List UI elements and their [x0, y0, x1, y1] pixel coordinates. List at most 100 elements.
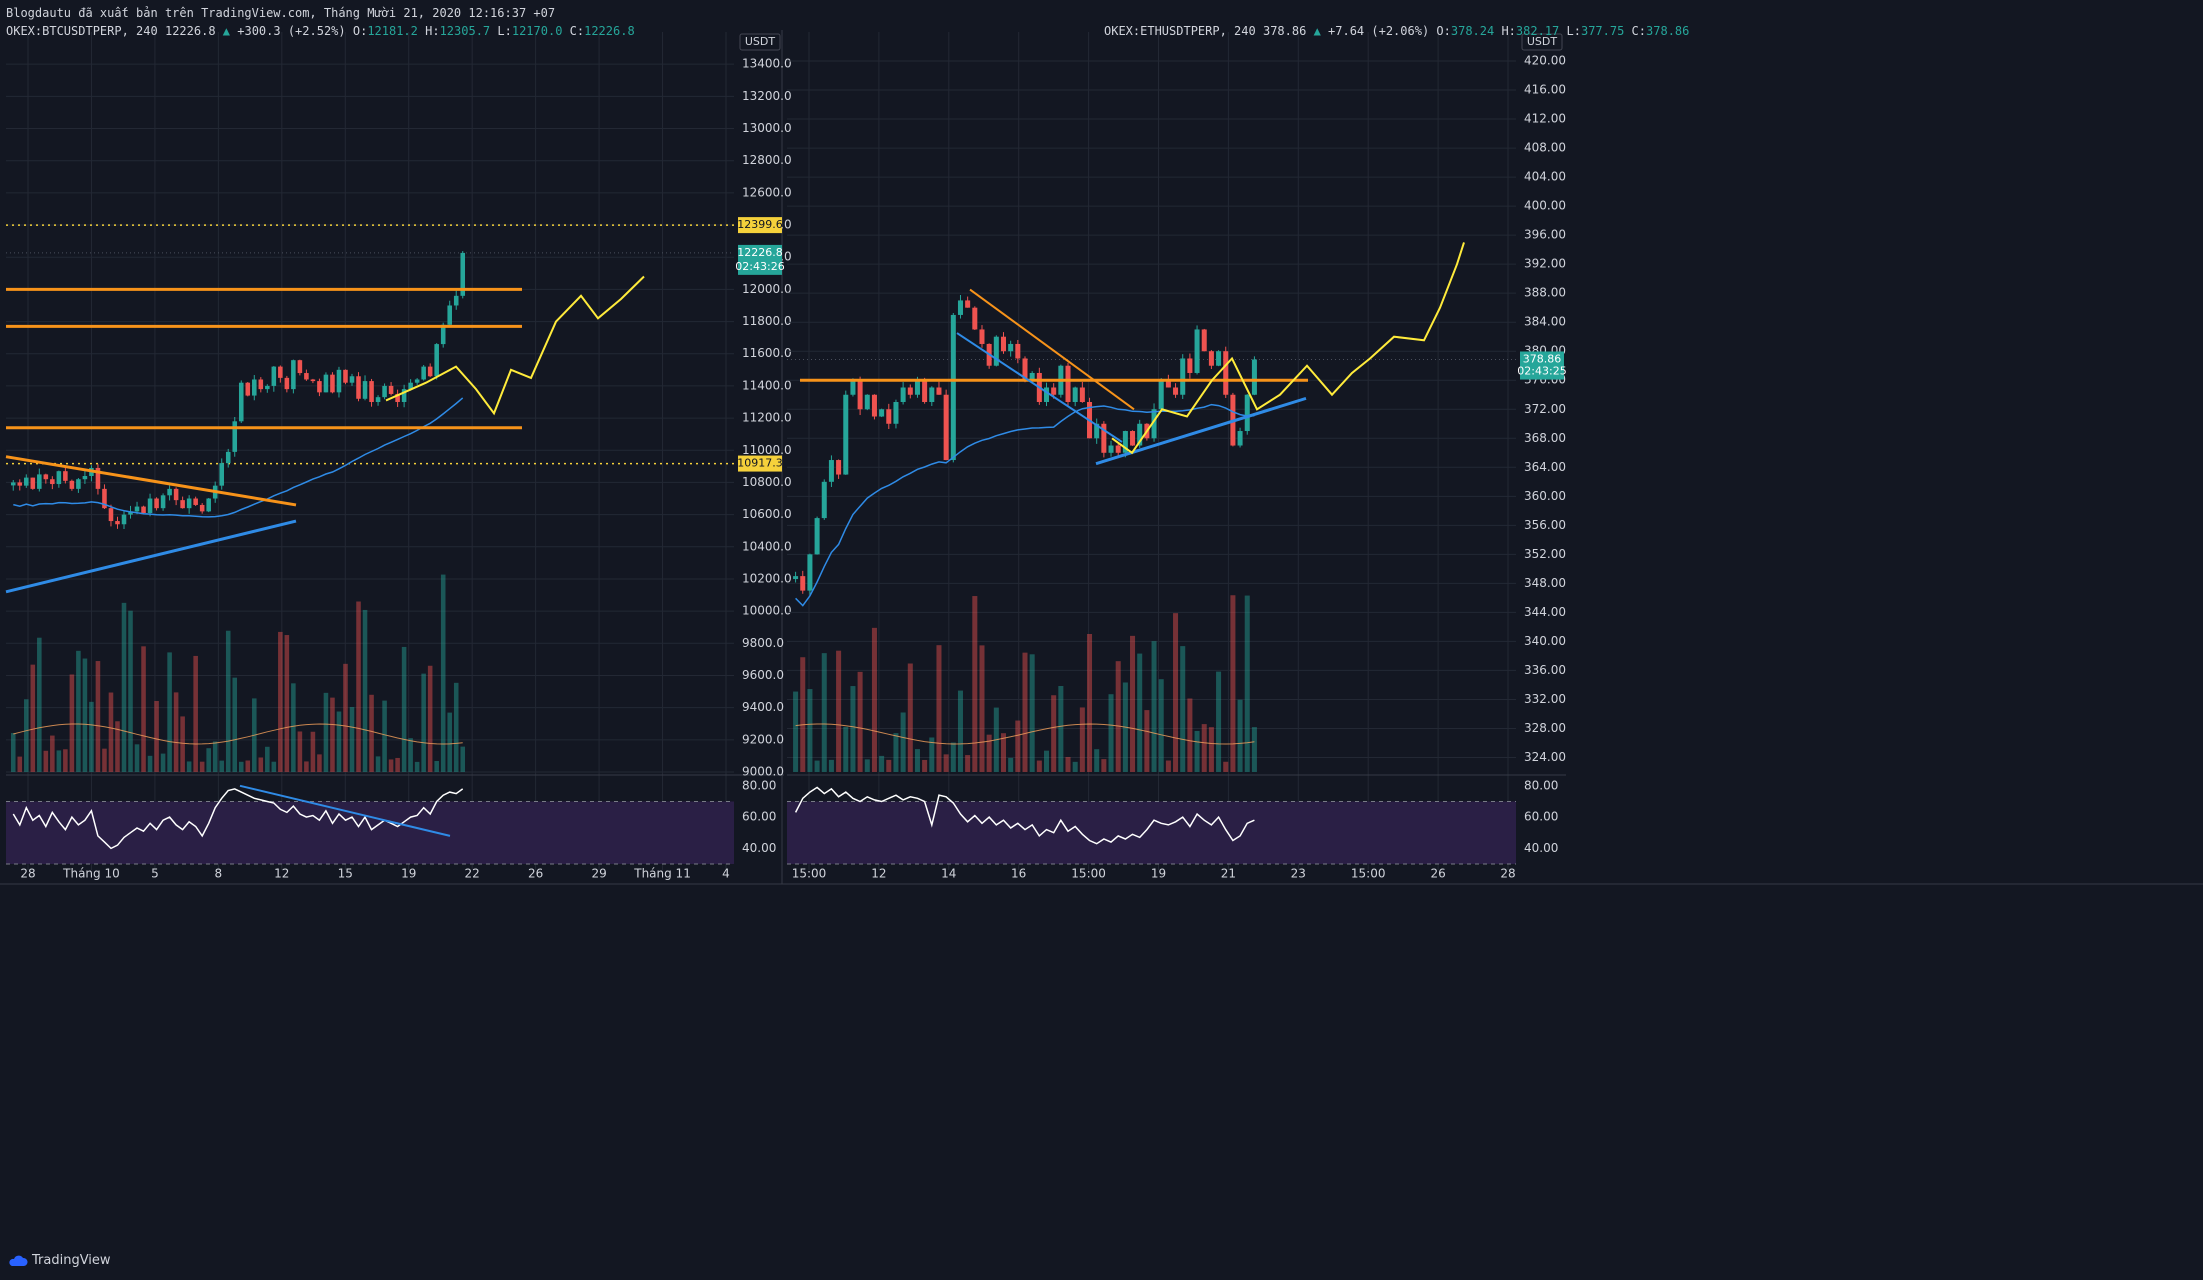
eth-candle-body [993, 336, 999, 366]
eth-candle-body [1208, 351, 1214, 366]
eth-candle-body [1244, 394, 1250, 432]
eth-candle-body [893, 402, 899, 424]
btc-volume-bar [265, 746, 270, 772]
btc-low: 12170.0 [511, 24, 563, 38]
eth-candle-body [1180, 358, 1186, 395]
btc-candle-body [401, 389, 407, 402]
eth-volume-bar [857, 671, 863, 772]
eth-volume-bar [1094, 749, 1100, 772]
btc-rsi-tick-label: 40.00 [742, 841, 776, 855]
eth-candle-body [929, 387, 935, 402]
btc-candle-body [134, 506, 140, 512]
eth-volume-bar [1244, 595, 1250, 772]
eth-candle-body [1094, 423, 1100, 439]
btc-volume-bar [388, 759, 394, 772]
btc-y-tick-label: 13000.0 [742, 121, 792, 135]
btc-rsi-tick-label: 60.00 [742, 810, 776, 824]
eth-candle-body [1072, 387, 1078, 402]
eth-interval: 240 [1234, 24, 1256, 38]
eth-candle-body [843, 394, 849, 475]
btc-candle-body [447, 305, 452, 325]
btc-price-tag [738, 258, 782, 275]
btc-volume-bar [147, 755, 153, 772]
tradingview-logo[interactable]: TradingView [8, 1253, 111, 1268]
btc-volume-bar [232, 677, 238, 772]
eth-volume-bar [1008, 757, 1014, 772]
eth-volume-bar [1108, 694, 1114, 772]
eth-y-tick-label: 324.00 [1524, 750, 1566, 764]
btc-candle-body [356, 376, 361, 399]
eth-candle-body [950, 314, 956, 461]
btc-volume-bar [17, 756, 23, 772]
btc-candle-body [199, 504, 205, 512]
btc-candle-body [219, 463, 224, 486]
eth-y-tick-label: 420.00 [1524, 54, 1566, 68]
eth-volume-bar [828, 759, 834, 772]
btc-volume-bar [225, 630, 231, 772]
btc-x-tick-label: 26 [528, 867, 543, 881]
eth-candle-body [943, 394, 949, 461]
btc-volume-bar [427, 665, 433, 772]
btc-price-tag-label: 12399.6 [737, 218, 783, 231]
btc-volume-bar [369, 694, 374, 772]
btc-rsi-divergence-line [239, 784, 451, 837]
btc-volume-bar [219, 760, 224, 772]
eth-candle-body [871, 394, 877, 417]
btc-volume-bar [401, 646, 407, 772]
btc-volume-bar [258, 757, 264, 772]
eth-volume-bar [1173, 613, 1179, 772]
eth-y-tick-label: 408.00 [1524, 141, 1566, 155]
btc-candle-body [245, 382, 251, 396]
btc-x-tick-label: Tháng 10 [62, 867, 120, 881]
eth-y-tick-label: 332.00 [1524, 692, 1566, 706]
btc-triangle-upper [5, 455, 297, 507]
eth-volume-bar [793, 691, 799, 772]
eth-candle-body [807, 554, 813, 591]
btc-volume-bar [56, 750, 62, 772]
eth-volume-bar [1158, 679, 1164, 772]
btc-candle-body [317, 381, 322, 393]
eth-y-tick-label: 336.00 [1524, 663, 1566, 677]
btc-y-tick-label: 13400.0 [742, 57, 792, 71]
btc-volume-bar [375, 756, 381, 772]
btc-volume-bar [440, 574, 446, 772]
btc-y-tick-label: 12000.0 [742, 282, 792, 296]
eth-candle-body [793, 576, 799, 580]
btc-price-tag [738, 217, 782, 234]
btc-interval: 240 [136, 24, 158, 38]
eth-volume-bar [1087, 634, 1093, 772]
btc-volume-bar [421, 673, 426, 772]
eth-volume-bar [950, 742, 956, 772]
eth-volume-bar [807, 689, 813, 772]
btc-x-tick-label: 8 [215, 867, 223, 881]
btc-volume-bar [95, 661, 101, 772]
eth-volume-bar [1151, 641, 1157, 772]
btc-volume-bar [414, 761, 420, 772]
eth-candle-body [957, 300, 963, 315]
eth-volume-bar [1065, 756, 1071, 772]
eth-candle-body [1043, 387, 1050, 402]
eth-candle-body [1122, 431, 1128, 453]
btc-volume-bar [89, 701, 94, 772]
btc-candle-body [43, 474, 49, 480]
eth-volume-bar [800, 657, 806, 772]
eth-candle-body [1165, 380, 1171, 388]
btc-candle-body [271, 366, 277, 386]
btc-price-tag [738, 455, 782, 472]
eth-price-tag [1520, 363, 1564, 380]
btc-y-tick-label: 11200.0 [742, 411, 792, 425]
eth-volume-bar [1130, 635, 1136, 772]
eth-candle-body [1187, 358, 1193, 373]
eth-rsi-tick-label: 60.00 [1524, 810, 1558, 824]
btc-volume-ma [13, 723, 463, 745]
eth-x-tick-label: 15:00 [792, 867, 827, 881]
btc-volume-bar [460, 746, 466, 772]
eth-volume-bar [893, 733, 899, 772]
btc-volume-bar [336, 711, 342, 772]
btc-candle-body [434, 344, 439, 377]
eth-candle-body [972, 307, 978, 330]
btc-volume-bar [271, 761, 277, 772]
eth-x-tick-label: 15:00 [1351, 867, 1386, 881]
eth-candle-body [1029, 372, 1035, 381]
